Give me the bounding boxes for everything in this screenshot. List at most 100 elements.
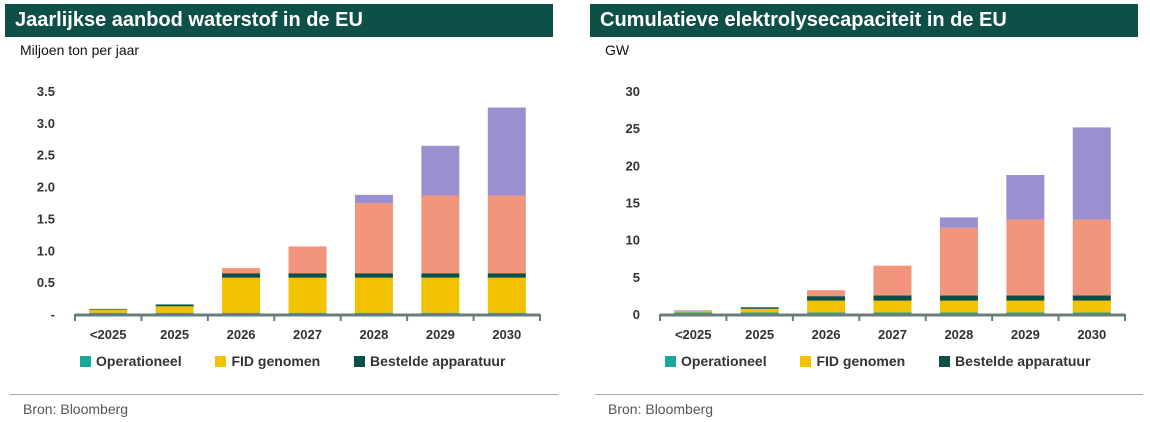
bar-segment (939, 217, 978, 228)
bar-segment (421, 273, 460, 278)
bar-segment (421, 145, 460, 196)
legend-swatch (215, 356, 227, 368)
bar-segment (222, 273, 261, 278)
x-tick-label: 2029 (426, 327, 455, 342)
y-tick-label: 0.5 (37, 275, 55, 290)
bar-segment (421, 312, 460, 314)
legend-swatch (939, 356, 951, 368)
bar-segment (740, 312, 779, 314)
chart-title: Cumulatieve elektrolysecapaciteit in de … (590, 4, 1138, 37)
x-tick-label: 2026 (227, 327, 256, 342)
y-tick-label: 20 (626, 158, 640, 173)
bar-segment (288, 273, 327, 278)
bar-segment (1006, 312, 1045, 314)
legend-label: FID genomen (816, 353, 906, 370)
bar-segment (1072, 127, 1111, 220)
y-tick-label: 3.5 (37, 84, 55, 99)
y-tick-label: 2.5 (37, 148, 55, 163)
x-tick-label: <2025 (90, 327, 127, 342)
x-tick-label: 2030 (492, 327, 521, 342)
x-tick-label: 2025 (745, 327, 774, 342)
bar-segment (222, 312, 261, 314)
bar-segment (939, 300, 978, 313)
chart-panel-left: Jaarlijkse aanbod waterstof in de EU Mil… (5, 4, 565, 422)
legend-label: Operationeel (96, 353, 182, 370)
bar-segment (421, 277, 460, 313)
source-note: Bron: Bloomberg (608, 401, 714, 417)
bar-segment (1006, 219, 1045, 296)
legend-swatch (354, 356, 366, 368)
y-tick-label: 0 (633, 307, 640, 322)
bar-segment (807, 290, 846, 297)
bar-segment (873, 312, 912, 314)
bar-segment (354, 203, 393, 274)
bar-segment (354, 273, 393, 278)
bar-segment (155, 306, 194, 313)
legend-item-bestelde: Bestelde apparatuur (939, 353, 1090, 369)
bar-segment (487, 312, 526, 314)
y-tick-label: 3.0 (37, 116, 55, 131)
bar-segment (487, 195, 526, 274)
legend-label: Bestelde apparatuur (955, 353, 1091, 370)
y-tick-label: 1.5 (37, 211, 55, 226)
bar-segment (354, 277, 393, 313)
y-tick-label: 10 (626, 233, 640, 248)
source-divider (10, 394, 558, 395)
bar-segment (1006, 174, 1045, 220)
bar-segment (155, 304, 194, 307)
source-note: Bron: Bloomberg (23, 401, 129, 417)
bar-segment (873, 295, 912, 301)
y-tick-label: 1.0 (37, 243, 55, 258)
bar-segment (740, 307, 779, 309)
bar-segment (222, 268, 261, 274)
legend-label: Bestelde apparatuur (370, 353, 506, 370)
bar-segment (939, 295, 978, 301)
bar-segment (807, 300, 846, 313)
bar-segment (222, 277, 261, 313)
bar-segment (873, 265, 912, 296)
y-tick-label: 5 (633, 270, 640, 285)
bar-segment (89, 312, 128, 314)
y-axis-unit: GW (605, 42, 630, 58)
x-tick-label: 2029 (1011, 327, 1040, 342)
bar-segment (288, 277, 327, 313)
bar-segment (354, 194, 393, 204)
legend-swatch (800, 356, 812, 368)
legend-label: Operationeel (681, 353, 767, 370)
bar-segment (674, 311, 713, 313)
y-tick-label: 30 (626, 84, 640, 99)
legend-swatch (665, 356, 676, 368)
bar-segment (487, 273, 526, 278)
bar-segment (807, 296, 846, 301)
source-divider (595, 394, 1143, 395)
bar-segment (1072, 219, 1111, 296)
hydrogen-supply-chart: - 0.5 1.0 1.5 2.0 2.5 3.0 3.5 <2025 2025 2026 2027 2… (37, 84, 541, 342)
bar-segment (487, 107, 526, 196)
bar-segment (155, 312, 194, 314)
y-tick-label: 15 (626, 196, 640, 211)
bar-segment (288, 312, 327, 314)
bar-segment (1006, 300, 1045, 313)
legend-item-bestelde: Bestelde apparatuur (354, 353, 505, 369)
bar-segment (939, 227, 978, 296)
bar-segment (288, 246, 327, 274)
x-tick-label: 2025 (160, 327, 189, 342)
legend-swatch (80, 356, 91, 368)
chart-panel-right: Cumulatieve elektrolysecapaciteit in de … (590, 4, 1150, 422)
bar-segment (487, 277, 526, 313)
legend-item-operationeel: Operationeel (80, 353, 182, 369)
legend-item-fid: FID genomen (215, 353, 320, 369)
bar-segment (1006, 295, 1045, 301)
chart-title: Jaarlijkse aanbod waterstof in de EU (5, 4, 553, 37)
x-tick-label: 2028 (944, 327, 973, 342)
legend-item-fid: FID genomen (800, 353, 905, 369)
x-tick-label: 2027 (878, 327, 907, 342)
bar-segment (1072, 295, 1111, 301)
x-tick-label: 2026 (812, 327, 841, 342)
bar-segment (873, 300, 912, 313)
legend-label: FID genomen (231, 353, 321, 370)
legend: Operationeel FID genomen Bestelde appara… (80, 352, 535, 369)
y-tick-label: - (51, 307, 55, 322)
bar-segment (421, 195, 460, 274)
